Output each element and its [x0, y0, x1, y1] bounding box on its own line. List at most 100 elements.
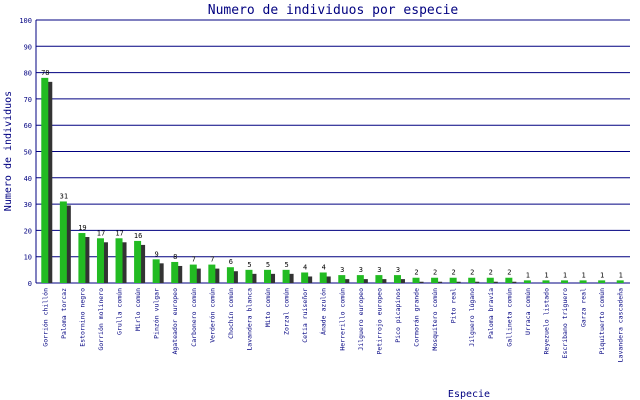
bar [171, 261, 179, 283]
x-tick-label: Grulla común [116, 288, 124, 335]
value-label: 3 [396, 266, 400, 274]
x-tick-label: Herrerillo común [338, 288, 346, 351]
x-tick-label: Piquituerto común [598, 288, 606, 355]
y-tick-label: 90 [24, 43, 32, 51]
y-tick-label: 20 [24, 227, 32, 235]
y-tick-label: 100 [19, 17, 32, 25]
x-tick-label: Jilguero lúgano [468, 288, 476, 347]
bar-shadow [119, 242, 127, 283]
bar-shadow [416, 281, 424, 283]
bar-shadow [453, 281, 461, 283]
bar [542, 280, 550, 283]
value-label: 19 [78, 224, 86, 232]
value-label: 3 [340, 266, 344, 274]
y-tick-label: 80 [24, 70, 32, 78]
bar [189, 264, 197, 283]
bar-shadow [472, 281, 480, 283]
bar [78, 233, 86, 283]
bar [134, 240, 142, 283]
bar [59, 201, 67, 283]
value-label: 31 [60, 192, 68, 200]
x-tick-label: Escribano triguero [561, 288, 569, 359]
bar-shadow [193, 268, 201, 283]
bar-shadow [435, 281, 443, 283]
x-axis-label: Especie [448, 389, 490, 400]
x-tick-label: Reyezuelo listado [542, 288, 550, 355]
chart-title: Numero de individuos por especie [208, 3, 459, 18]
x-tick-label: Lavandera cascadeña [617, 288, 625, 362]
bar-shadow [175, 265, 183, 283]
bar [356, 275, 364, 283]
bar [245, 269, 253, 283]
x-tick-label: Cormorán grande [413, 288, 421, 347]
bar [226, 267, 234, 283]
value-label: 2 [433, 269, 437, 277]
bar [375, 275, 383, 283]
value-label: 6 [229, 258, 233, 266]
x-tick-label: Urraca común [524, 288, 532, 335]
bar [505, 277, 513, 283]
x-tick-label: Paloma torcaz [60, 288, 68, 339]
bar [282, 269, 290, 283]
x-tick-label: Pinzón vulgar [153, 288, 161, 339]
bar-shadow [249, 273, 257, 283]
bar-shadow [230, 271, 238, 283]
bar [208, 264, 216, 283]
bar [264, 269, 272, 283]
value-label: 4 [322, 263, 326, 271]
bar [393, 275, 401, 283]
value-label: 78 [41, 69, 49, 77]
bar [41, 77, 49, 283]
value-label: 1 [544, 271, 548, 279]
y-axis-label: Numero de individuos [3, 91, 14, 211]
bar [486, 277, 494, 283]
y-tick-label: 10 [24, 254, 32, 262]
x-tick-label: Gallineta común [505, 288, 513, 347]
x-tick-label: Verderón común [208, 288, 216, 343]
y-tick-label: 30 [24, 201, 32, 209]
value-label: 17 [97, 229, 105, 237]
bar [338, 275, 346, 283]
bar [319, 272, 327, 283]
value-label: 9 [155, 250, 159, 258]
y-tick-label: 0 [28, 280, 32, 288]
bar [616, 280, 624, 283]
bar [449, 277, 457, 283]
bar-shadow [323, 276, 331, 283]
bar-shadow [286, 273, 294, 283]
value-label: 7 [210, 256, 214, 264]
bar-shadow [490, 281, 498, 283]
bar-shadow [212, 268, 220, 283]
value-label: 1 [581, 271, 585, 279]
bar-shadow [397, 279, 405, 283]
value-label: 1 [563, 271, 567, 279]
bar [301, 272, 309, 283]
bar [152, 259, 160, 283]
bar-shadow [305, 276, 313, 283]
x-tick-label: Mirlo común [134, 288, 142, 331]
bar [115, 238, 123, 283]
bar-shadow [156, 263, 164, 283]
bar-shadow [360, 279, 368, 283]
bar-shadow [268, 273, 276, 283]
bar-shadow [100, 242, 108, 283]
value-label: 17 [115, 229, 123, 237]
bar-shadow [509, 281, 517, 283]
y-tick-label: 50 [24, 149, 32, 157]
bar-shadow [342, 279, 350, 283]
bar-shadow [82, 237, 90, 283]
x-tick-label: Paloma bravía [487, 288, 495, 339]
value-label: 3 [359, 266, 363, 274]
value-label: 16 [134, 232, 142, 240]
value-label: 2 [452, 269, 456, 277]
bar-shadow [45, 81, 53, 283]
x-tick-label: Pito real [450, 288, 458, 323]
value-label: 1 [619, 271, 623, 279]
y-tick-label: 70 [24, 96, 32, 104]
bar [523, 280, 531, 283]
x-tick-label: Lavandera blanca [245, 288, 253, 351]
bar [412, 277, 420, 283]
bar [468, 277, 476, 283]
value-label: 2 [414, 269, 418, 277]
